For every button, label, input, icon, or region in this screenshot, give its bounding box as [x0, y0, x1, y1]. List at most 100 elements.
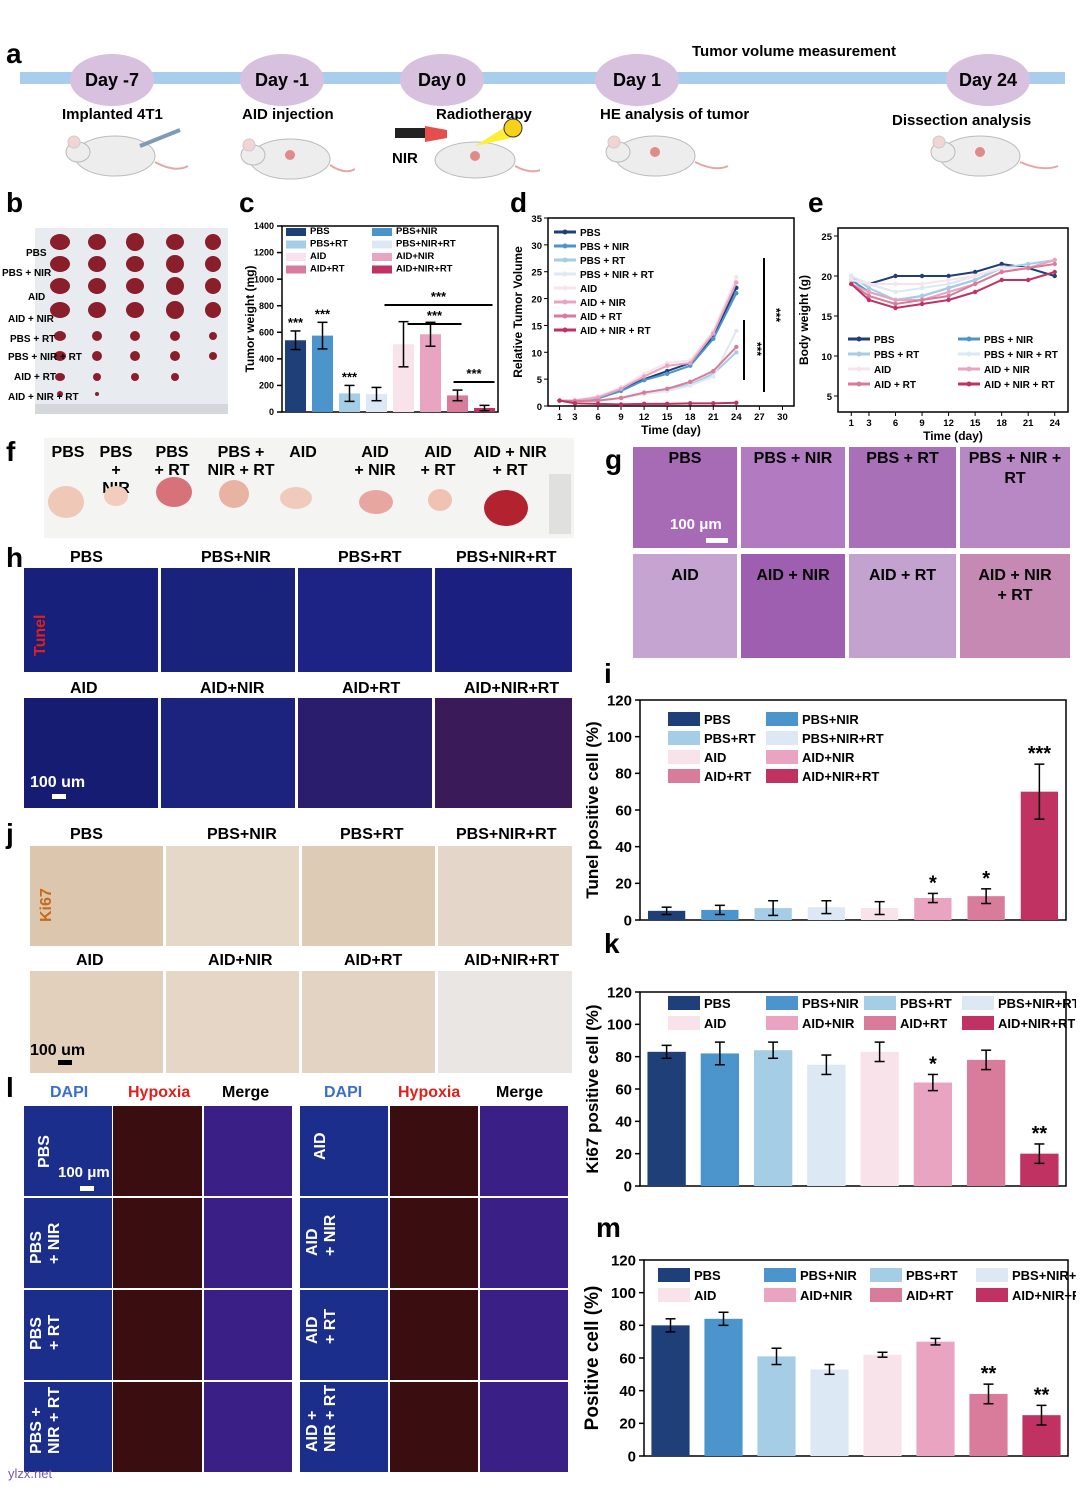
tunel-stain-label: Tunel — [32, 614, 49, 656]
panel-m-letter: m — [596, 1212, 621, 1243]
hypoxia-row-label: PBS — [36, 1135, 53, 1168]
legend-label: PBS + RT — [874, 350, 919, 361]
legend-swatch — [864, 1016, 896, 1030]
series-point — [849, 273, 854, 279]
tumor-f-label: AID + NIR + RT — [473, 444, 547, 479]
y-tick-label: 0 — [624, 1178, 632, 1195]
legend-swatch — [668, 769, 700, 783]
legend-swatch — [372, 240, 392, 249]
tumor-f-label: AID + RT — [420, 444, 456, 479]
panel-b-letter: b — [6, 187, 24, 218]
event-label-4: HE analysis of tumor — [600, 106, 750, 123]
significance-marker: *** — [315, 306, 331, 321]
y-tick-label: 100 — [607, 1017, 632, 1034]
legend-swatch — [976, 1288, 1008, 1302]
significance-marker: *** — [1028, 743, 1052, 765]
legend-swatch — [870, 1268, 902, 1282]
panel-i-letter: i — [604, 658, 612, 689]
y-tick-label: 400 — [259, 354, 274, 364]
event-label-1: Implanted 4T1 — [62, 106, 163, 123]
y-tick-label: 800 — [259, 301, 274, 311]
significance-marker: *** — [431, 289, 447, 304]
series-point — [972, 281, 978, 287]
bar — [704, 1318, 743, 1456]
tunel-image — [161, 568, 295, 672]
series-point — [688, 360, 693, 366]
day-oval-5: Day 24 — [946, 54, 1030, 106]
significance-marker: *** — [769, 308, 783, 322]
bar — [753, 1050, 793, 1186]
series-point — [641, 401, 647, 407]
series-point — [893, 305, 898, 311]
series-point — [734, 274, 739, 280]
ki67-image — [166, 971, 299, 1073]
y-tick-label: 25 — [531, 268, 542, 279]
hypoxia-image — [480, 1106, 568, 1196]
timeline-bar — [20, 72, 1065, 84]
hypoxia-header: Merge — [222, 1084, 270, 1101]
legend-label: AID + NIR — [580, 298, 627, 309]
ki67-image — [302, 846, 435, 946]
y-tick-label: 1200 — [254, 248, 274, 258]
legend-marker — [562, 257, 568, 263]
day-oval-2: Day -1 — [240, 54, 324, 106]
he-scale-text: 100 μm — [670, 516, 722, 533]
bar — [916, 1341, 955, 1456]
y-axis-label: Tunel positive cell (%) — [583, 721, 602, 898]
y-axis-label: Body weight (g) — [797, 275, 811, 365]
series-point — [972, 289, 978, 295]
x-tick-label: 21 — [1023, 418, 1034, 429]
significance-marker: *** — [427, 308, 443, 323]
legend-swatch — [668, 731, 700, 745]
legend-marker — [966, 366, 972, 372]
hypoxia-header: DAPI — [324, 1084, 363, 1101]
series-point — [734, 350, 739, 355]
y-tick-label: 40 — [615, 839, 632, 856]
legend-label: PBS + RT — [580, 256, 625, 267]
significance-marker: *** — [342, 369, 358, 384]
y-axis-label: Tumor weight (mg) — [243, 265, 257, 372]
series-point — [919, 293, 925, 299]
hypoxia-image — [480, 1198, 568, 1288]
series-point — [711, 401, 716, 406]
panel-l-letter: l — [6, 1072, 14, 1103]
bar — [284, 340, 307, 412]
tunel-image — [298, 698, 432, 808]
legend-swatch — [766, 750, 798, 764]
panel-c-letter: c — [239, 187, 255, 218]
tumor-row-label: AID + NIR + RT — [8, 392, 79, 403]
series-point — [595, 395, 601, 400]
y-tick-label: 15 — [531, 321, 542, 332]
y-tick-label: 0 — [537, 402, 542, 413]
bar — [365, 394, 388, 412]
hypoxia-row-label: PBS + RT — [28, 1314, 63, 1350]
legend-marker — [856, 351, 862, 357]
series-point — [618, 402, 624, 407]
legend-label: PBS+NIR — [396, 226, 438, 237]
legend-label: AID+NIR+RT — [1012, 1288, 1076, 1303]
legend-label: PBS — [310, 226, 330, 237]
day-oval-3: Day 0 — [400, 54, 484, 106]
panel-a-letter: a — [6, 38, 22, 69]
hypoxia-image — [204, 1198, 292, 1288]
series-point — [946, 297, 951, 303]
legend-marker — [562, 313, 568, 319]
hypoxia-image — [113, 1382, 202, 1472]
series-point — [972, 277, 978, 283]
series-point — [893, 301, 898, 307]
legend-label: PBS+NIR+RT — [998, 996, 1076, 1011]
mouse-icon-2 — [240, 138, 355, 180]
legend-label: AID — [874, 365, 891, 376]
legend-label: PBS+NIR+RT — [396, 239, 456, 250]
legend-label: AID + NIR + RT — [984, 380, 1055, 391]
series-point — [664, 401, 670, 407]
bar — [860, 1051, 899, 1186]
series-point — [999, 269, 1004, 275]
legend-swatch — [372, 228, 392, 236]
legend-swatch — [766, 769, 798, 783]
legend-marker — [856, 336, 862, 342]
tumor-row-label: AID — [28, 292, 46, 303]
legend-label: AID — [310, 251, 327, 262]
legend-marker — [562, 271, 568, 277]
series-point — [866, 297, 872, 303]
